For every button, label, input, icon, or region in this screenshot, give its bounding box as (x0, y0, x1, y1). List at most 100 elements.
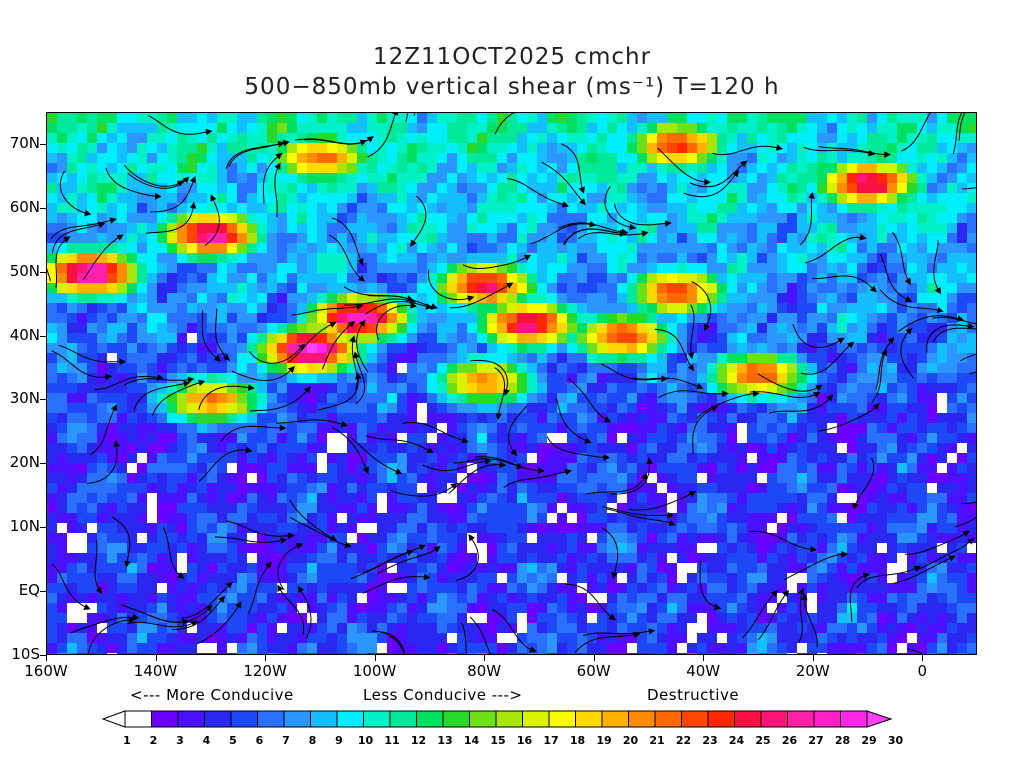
colorbar-level-label: 13 (437, 734, 452, 747)
x-tick-label: 160W (24, 662, 68, 680)
colorbar-segment (363, 710, 391, 728)
colorbar-level-label: 25 (755, 734, 770, 747)
y-tick-mark (40, 335, 46, 337)
shear-map (46, 112, 977, 655)
colorbar-segment (681, 710, 709, 728)
x-tick-mark (593, 655, 595, 661)
colorbar-level-label: 9 (335, 734, 343, 747)
x-tick-label: 80W (467, 662, 502, 680)
colorbar-segment (151, 710, 179, 728)
colorbar-level-label: 12 (411, 734, 426, 747)
colorbar-segment (177, 710, 205, 728)
y-tick-label: EQ (18, 581, 40, 600)
streamlines (47, 113, 976, 654)
colorbar-segment (601, 710, 629, 728)
colorbar-segment (495, 710, 523, 728)
x-tick-mark (484, 655, 486, 661)
colorbar-segment (734, 710, 762, 728)
colorbar-level-label: 30 (888, 734, 904, 747)
y-tick-label: 60N (9, 197, 40, 216)
shear-field (47, 113, 976, 654)
colorbar-level-label: 20 (623, 734, 639, 747)
x-tick-mark (155, 655, 157, 661)
y-tick-label: 40N (9, 325, 40, 344)
y-tick-mark (40, 399, 46, 401)
y-tick-label: 10S (11, 645, 40, 663)
x-tick-label: 60W (576, 662, 611, 680)
colorbar-segment (310, 710, 338, 728)
title-line-1: 12Z11OCT2025 cmchr (372, 44, 652, 70)
colorbar-level-label: 17 (543, 734, 558, 747)
colorbar-level-label: 2 (150, 734, 158, 747)
x-tick-label: 20W (795, 662, 830, 680)
x-tick-mark (46, 655, 47, 661)
colorbar-level-label: 10 (358, 734, 374, 747)
colorbar-segment (575, 710, 603, 728)
x-tick-mark (812, 655, 814, 661)
y-tick-mark (40, 143, 46, 145)
colorbar-segment (707, 710, 735, 728)
x-tick-mark (703, 655, 705, 661)
colorbar-level-label: 11 (384, 734, 399, 747)
colorbar-level-label: 18 (570, 734, 585, 747)
colorbar-level-label: 1 (123, 734, 131, 747)
y-tick-mark (40, 463, 46, 465)
colorbar-segment (469, 710, 497, 728)
colorbar-segment (548, 710, 576, 728)
colorbar-segment (416, 710, 444, 728)
colorbar-level-label: 21 (649, 734, 664, 747)
colorbar-level-label: 16 (517, 734, 533, 747)
colorbar-level-label: 27 (808, 734, 823, 747)
colorbar-segment (813, 710, 841, 728)
colorbar-level-label: 7 (282, 734, 290, 747)
colorbar-level-label: 15 (490, 734, 505, 747)
colorbar-segment (124, 710, 152, 728)
x-tick-label: 120W (243, 662, 287, 680)
colorbar-segment (230, 710, 258, 728)
y-tick-mark (40, 527, 46, 529)
y-tick-label: 30N (9, 389, 40, 408)
colorbar-svg: 1 2 3 4 5 6 7 8 9 10 11 12 13 14 15 16 17 18 19 20 21 22 23 24 2… (101, 710, 904, 747)
y-tick-mark (40, 207, 46, 209)
x-tick-mark (922, 655, 924, 661)
colorbar-level-label: 23 (702, 734, 717, 747)
y-tick-label: 20N (9, 453, 40, 472)
y-tick-label: 10N (9, 517, 40, 536)
colorbar-level-label: 3 (176, 734, 184, 747)
colorbar-segment (654, 710, 682, 728)
colorbar-segment (628, 710, 656, 728)
colorbar-level-label: 29 (861, 734, 876, 747)
colorbar-low-arrow (101, 710, 126, 728)
colorbar-high-arrow (866, 710, 893, 728)
legend-destructive: Destructive (647, 686, 740, 704)
colorbar-segment (283, 710, 311, 728)
shear-map-svg (47, 113, 976, 654)
colorbar-segment (442, 710, 470, 728)
colorbar-segment (336, 710, 364, 728)
colorbar-level-label: 6 (256, 734, 264, 747)
colorbar: 1 2 3 4 5 6 7 8 9 10 11 12 13 14 15 16 17 18 19 20 21 22 23 24 2… (100, 709, 930, 749)
colorbar-level-label: 5 (229, 734, 237, 747)
colorbar-segment (760, 710, 788, 728)
colorbar-segment (204, 710, 232, 728)
x-tick-label: 40W (686, 662, 721, 680)
colorbar-segment (389, 710, 417, 728)
x-tick-mark (265, 655, 267, 661)
colorbar-level-label: 28 (835, 734, 850, 747)
x-tick-label: 140W (133, 662, 178, 680)
colorbar-level-label: 26 (782, 734, 798, 747)
y-tick-label: 70N (9, 133, 40, 152)
legend-less-conducive: Less Conducive ---> (363, 686, 523, 704)
colorbar-level-label: 4 (203, 734, 211, 747)
y-tick-label: 50N (9, 261, 40, 280)
colorbar-level-label: 22 (676, 734, 691, 747)
colorbar-level-label: 14 (464, 734, 480, 747)
x-tick-label: 100W (352, 662, 397, 680)
colorbar-level-label: 8 (309, 734, 317, 747)
colorbar-segment (522, 710, 550, 728)
colorbar-level-label: 19 (596, 734, 611, 747)
colorbar-level-label: 24 (729, 734, 745, 747)
y-tick-mark (40, 655, 46, 656)
x-tick-label: 0 (917, 662, 928, 680)
